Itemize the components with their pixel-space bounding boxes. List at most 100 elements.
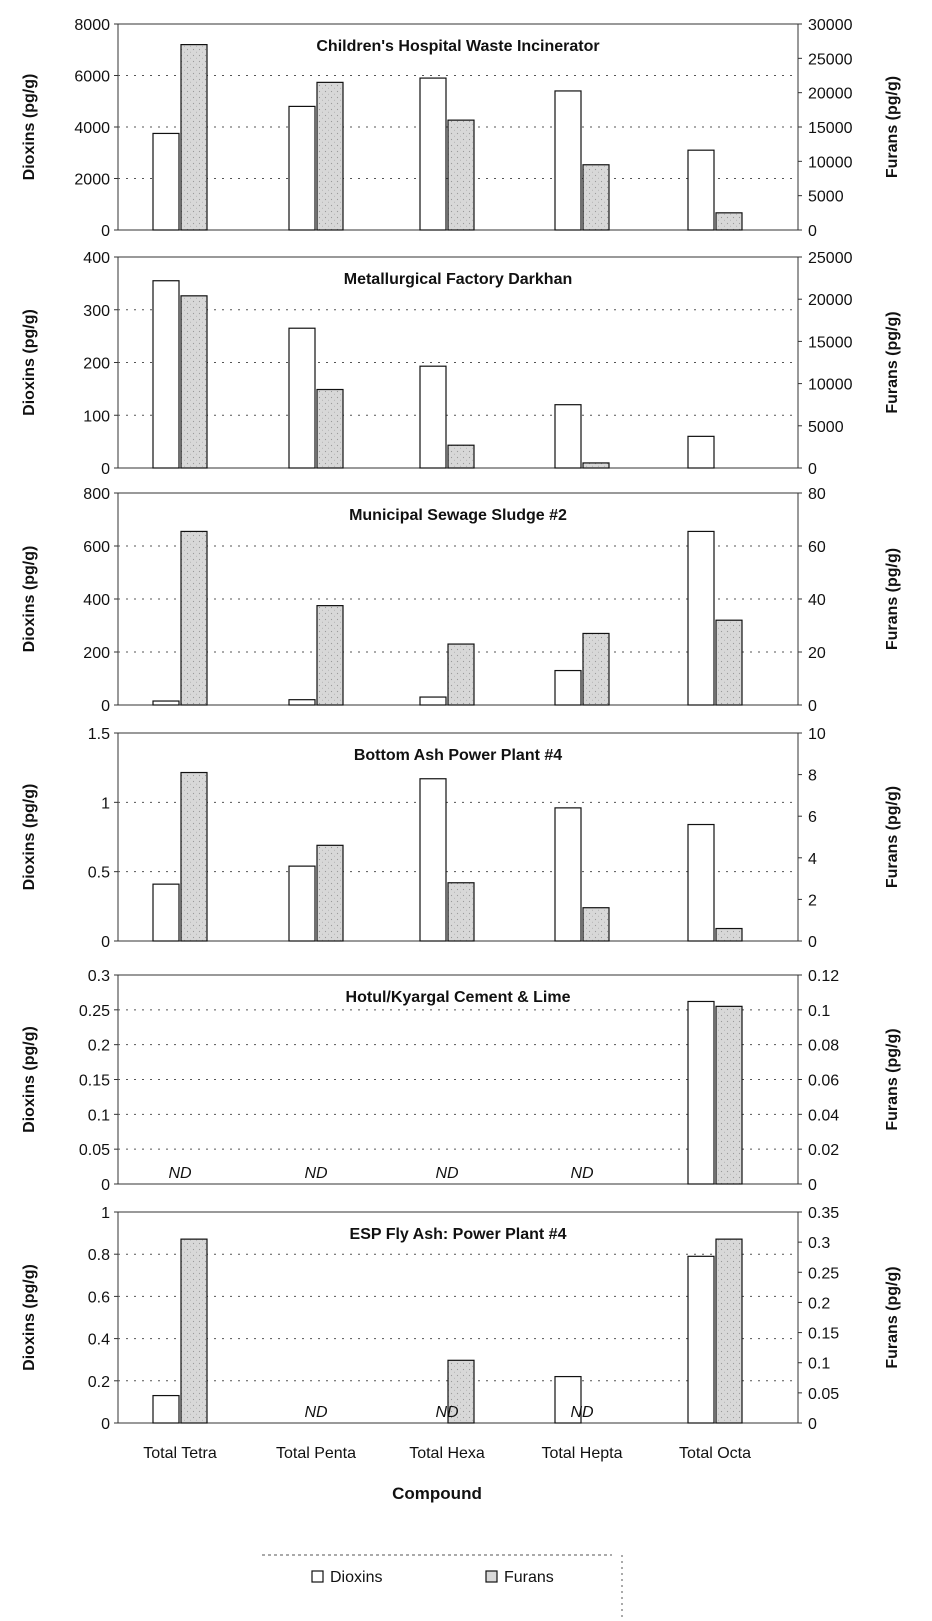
left-tick-label: 0 [101, 934, 110, 951]
x-category-label: Total Hexa [409, 1445, 485, 1462]
bar-dioxins [288, 699, 316, 706]
right-tick-label: 20000 [808, 86, 853, 103]
bar-furans [447, 119, 475, 231]
left-tick-label: 0.2 [88, 1374, 110, 1391]
right-tick-label: 10000 [808, 154, 853, 171]
left-tick-label: 200 [83, 356, 110, 373]
nd-label: ND [435, 1404, 459, 1421]
right-tick-label: 25000 [808, 250, 853, 267]
bar-dioxins [288, 327, 316, 469]
right-tick-label: 0.06 [808, 1073, 839, 1090]
panel-3: 0 200 400 600 800 0 20 40 60 80 Municipal Sewage S… [21, 486, 901, 715]
bar-furans [180, 1238, 208, 1424]
x-category-label: Total Tetra [143, 1445, 217, 1462]
bar-furans [715, 212, 743, 231]
nd-label: ND [168, 1165, 192, 1182]
right-tick-label: 0.05 [808, 1386, 839, 1403]
left-tick-label: 0.2 [88, 1038, 110, 1055]
panel-title: Children's Hospital Waste Incinerator [316, 38, 599, 55]
bar-furans [447, 643, 475, 706]
right-tick-label: 80 [808, 486, 826, 503]
bar-dioxins [554, 1375, 582, 1424]
left-tick-label: 2000 [74, 172, 110, 189]
right-tick-label: 0.02 [808, 1142, 839, 1159]
right-tick-label: 0 [808, 698, 817, 715]
bar-furans [447, 444, 475, 469]
bar-furans [582, 632, 610, 706]
left-tick-label: 300 [83, 303, 110, 320]
bar-furans [180, 43, 208, 231]
left-tick-label: 800 [83, 486, 110, 503]
right-tick-label: 0.1 [808, 1003, 830, 1020]
bar-furans [316, 605, 344, 706]
bar-furans [180, 295, 208, 469]
left-tick-label: 0.6 [88, 1289, 110, 1306]
bar-dioxins [554, 807, 582, 942]
left-axis-title: Dioxins (pg/g) [21, 309, 38, 416]
panel-5: 0 0.05 0.1 0.15 0.2 0.25 0.3 0 0.02 0.04 0.06 0.08 0… [21, 968, 901, 1194]
left-tick-label: 6000 [74, 69, 110, 86]
right-tick-label: 4 [808, 851, 817, 868]
legend: Dioxins Furans [262, 1554, 623, 1621]
right-tick-label: 0.04 [808, 1107, 839, 1124]
left-tick-label: 0.3 [88, 968, 110, 985]
right-tick-label: 0.25 [808, 1265, 839, 1282]
right-tick-label: 0 [808, 461, 817, 478]
right-axis-title: Furans (pg/g) [884, 1266, 901, 1368]
right-tick-label: 20000 [808, 292, 853, 309]
bar-furans [582, 907, 610, 942]
x-category-label: Total Penta [276, 1445, 356, 1462]
nd-label: ND [570, 1165, 594, 1182]
nd-label: ND [304, 1165, 328, 1182]
left-tick-label: 1.5 [88, 726, 110, 743]
bar-furans [316, 388, 344, 469]
right-tick-label: 20 [808, 645, 826, 662]
right-tick-label: 40 [808, 592, 826, 609]
bar-furans [715, 1005, 743, 1185]
bar-furans [316, 844, 344, 942]
right-tick-label: 0 [808, 1177, 817, 1194]
x-axis-categories: Total Tetra Total Penta Total Hexa Total He… [143, 1445, 751, 1462]
bar-furans [715, 927, 743, 942]
left-tick-label: 600 [83, 539, 110, 556]
left-tick-label: 0.1 [88, 1107, 110, 1124]
x-category-label: Total Octa [679, 1445, 751, 1462]
panel-title: Metallurgical Factory Darkhan [344, 271, 573, 288]
left-tick-label: 0.15 [79, 1073, 110, 1090]
panel-title: Bottom Ash Power Plant #4 [354, 747, 562, 764]
bar-furans [715, 1238, 743, 1424]
left-tick-label: 400 [83, 592, 110, 609]
bar-furans [180, 771, 208, 942]
bar-furans [715, 619, 743, 706]
left-axis-title: Dioxins (pg/g) [21, 74, 38, 181]
bar-dioxins [554, 90, 582, 231]
bar-furans [180, 530, 208, 706]
panel-title: ESP Fly Ash: Power Plant #4 [350, 1226, 567, 1243]
right-tick-label: 0.35 [808, 1205, 839, 1222]
panel-title: Hotul/Kyargal Cement & Lime [346, 989, 571, 1006]
bar-furans [447, 882, 475, 942]
bar-dioxins [419, 77, 447, 231]
bar-dioxins [152, 700, 180, 706]
left-tick-label: 0 [101, 698, 110, 715]
bar-furans [582, 164, 610, 231]
right-tick-label: 0.2 [808, 1295, 830, 1312]
legend-dioxins-swatch [311, 1570, 324, 1583]
right-tick-label: 0.12 [808, 968, 839, 985]
right-tick-label: 60 [808, 539, 826, 556]
left-tick-label: 8000 [74, 17, 110, 34]
right-tick-label: 30000 [808, 17, 853, 34]
left-axis-title: Dioxins (pg/g) [21, 1264, 38, 1371]
bar-dioxins [687, 149, 715, 231]
x-category-label: Total Hepta [542, 1445, 623, 1462]
left-axis-title: Dioxins (pg/g) [21, 1026, 38, 1133]
left-tick-label: 200 [83, 645, 110, 662]
left-tick-label: 100 [83, 408, 110, 425]
bar-furans [316, 81, 344, 231]
right-tick-label: 0 [808, 1416, 817, 1433]
right-tick-label: 10000 [808, 377, 853, 394]
nd-label: ND [304, 1404, 328, 1421]
right-tick-label: 10 [808, 726, 826, 743]
left-axis-title: Dioxins (pg/g) [21, 546, 38, 653]
